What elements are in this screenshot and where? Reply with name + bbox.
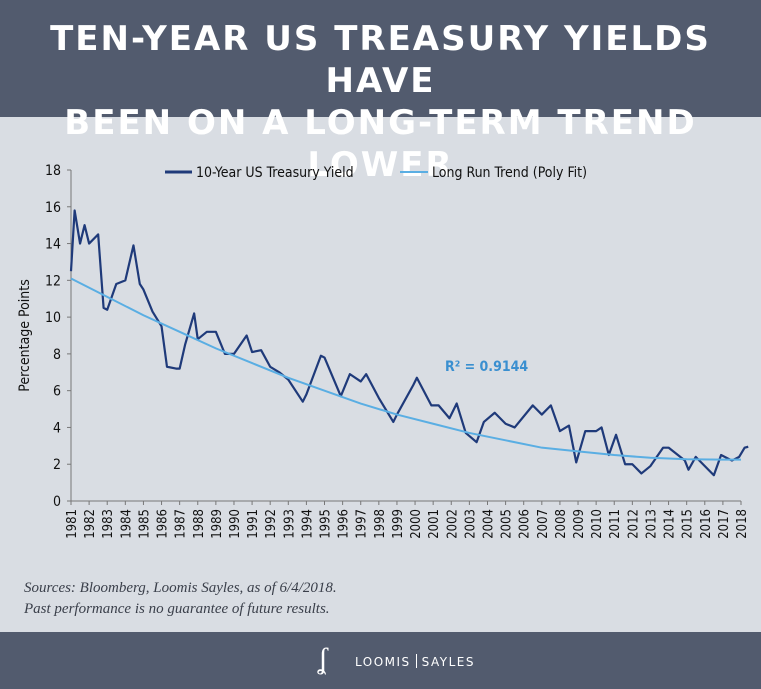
x-tick-label: 2005 — [500, 509, 515, 539]
x-tick-label: 2011 — [608, 509, 623, 539]
x-tick-label: 2016 — [699, 509, 714, 539]
y-tick-label: 16 — [45, 200, 61, 216]
x-tick-label: 1984 — [119, 509, 134, 539]
x-tick-label: 1983 — [101, 509, 116, 539]
x-tick-label: 2006 — [518, 509, 533, 539]
loomis-sayles-logo-mark: ʆ — [318, 642, 328, 675]
disclaimer-line: Past performance is no guarantee of futu… — [24, 601, 330, 617]
x-tick-label: 2010 — [590, 509, 605, 539]
legend-label-yield: 10-Year US Treasury Yield — [196, 165, 354, 181]
y-tick-label: 6 — [53, 384, 61, 400]
x-tick-label: 2008 — [554, 509, 569, 539]
brand-right: SAYLES — [421, 655, 476, 669]
y-tick-label: 8 — [53, 347, 61, 363]
x-tick-label: 1990 — [228, 509, 243, 539]
x-tick-label: 2013 — [644, 509, 659, 539]
x-tick-label: 1988 — [192, 509, 207, 539]
brand-left: LOOMIS — [355, 655, 411, 669]
brand-name: LOOMIS SAYLES — [355, 654, 475, 669]
y-axis-label: Percentage Points — [17, 279, 33, 392]
y-tick-label: 10 — [45, 310, 61, 326]
trend-series-line — [70, 277, 741, 461]
x-tick-label: 1998 — [373, 509, 388, 539]
x-tick-label: 2002 — [445, 509, 460, 539]
sources-note: Sources: Bloomberg, Loomis Sayles, as of… — [24, 578, 337, 620]
sources-line: Sources: Bloomberg, Loomis Sayles, as of… — [24, 580, 337, 596]
x-tick-label: 1992 — [264, 509, 279, 539]
y-tick-label: 2 — [53, 457, 61, 473]
title-banner: TEN-YEAR US TREASURY YIELDS HAVE BEEN ON… — [0, 0, 761, 185]
y-tick-label: 14 — [45, 237, 61, 253]
y-tick-label: 4 — [53, 420, 61, 436]
x-tick-label: 1993 — [282, 509, 297, 539]
x-tick-label: 2014 — [663, 509, 678, 539]
x-tick-label: 1997 — [355, 509, 370, 539]
title-line-1: TEN-YEAR US TREASURY YIELDS HAVE — [50, 19, 711, 101]
x-tick-label: 1982 — [83, 509, 98, 539]
x-tick-label: 1996 — [337, 509, 352, 539]
x-tick-label: 2012 — [626, 509, 641, 539]
x-tick-label: 1986 — [156, 509, 171, 539]
x-tick-label: 1995 — [319, 509, 334, 539]
x-tick-label: 1991 — [246, 509, 261, 539]
x-tick-label: 2015 — [681, 509, 696, 539]
x-tick-label: 1981 — [65, 509, 80, 539]
x-tick-label: 2017 — [717, 509, 732, 539]
x-tick-label: 1985 — [137, 509, 152, 539]
y-tick-label: 0 — [53, 494, 61, 510]
x-tick-label: 1999 — [391, 509, 406, 539]
x-tick-label: 2000 — [409, 509, 424, 539]
x-tick-label: 2003 — [463, 509, 478, 539]
footer-bar: ʆ LOOMIS SAYLES — [0, 632, 761, 689]
brand-divider — [415, 654, 417, 668]
x-tick-label: 2018 — [735, 509, 750, 539]
x-tick-label: 1994 — [300, 509, 315, 539]
x-tick-label: 1987 — [174, 509, 189, 539]
x-tick-label: 2007 — [536, 509, 551, 539]
x-tick-label: 2009 — [572, 509, 587, 539]
y-tick-label: 18 — [45, 163, 61, 179]
x-tick-label: 1989 — [210, 509, 225, 539]
r-squared-annotation: R² = 0.9144 — [445, 359, 528, 375]
x-tick-label: 2004 — [481, 509, 496, 539]
legend-label-trend: Long Run Trend (Poly Fit) — [432, 165, 587, 181]
yield-series-line — [69, 209, 749, 477]
y-tick-label: 12 — [45, 273, 61, 289]
x-tick-label: 2001 — [427, 509, 442, 539]
title-line-2: BEEN ON A LONG-TERM TREND LOWER — [64, 103, 697, 185]
